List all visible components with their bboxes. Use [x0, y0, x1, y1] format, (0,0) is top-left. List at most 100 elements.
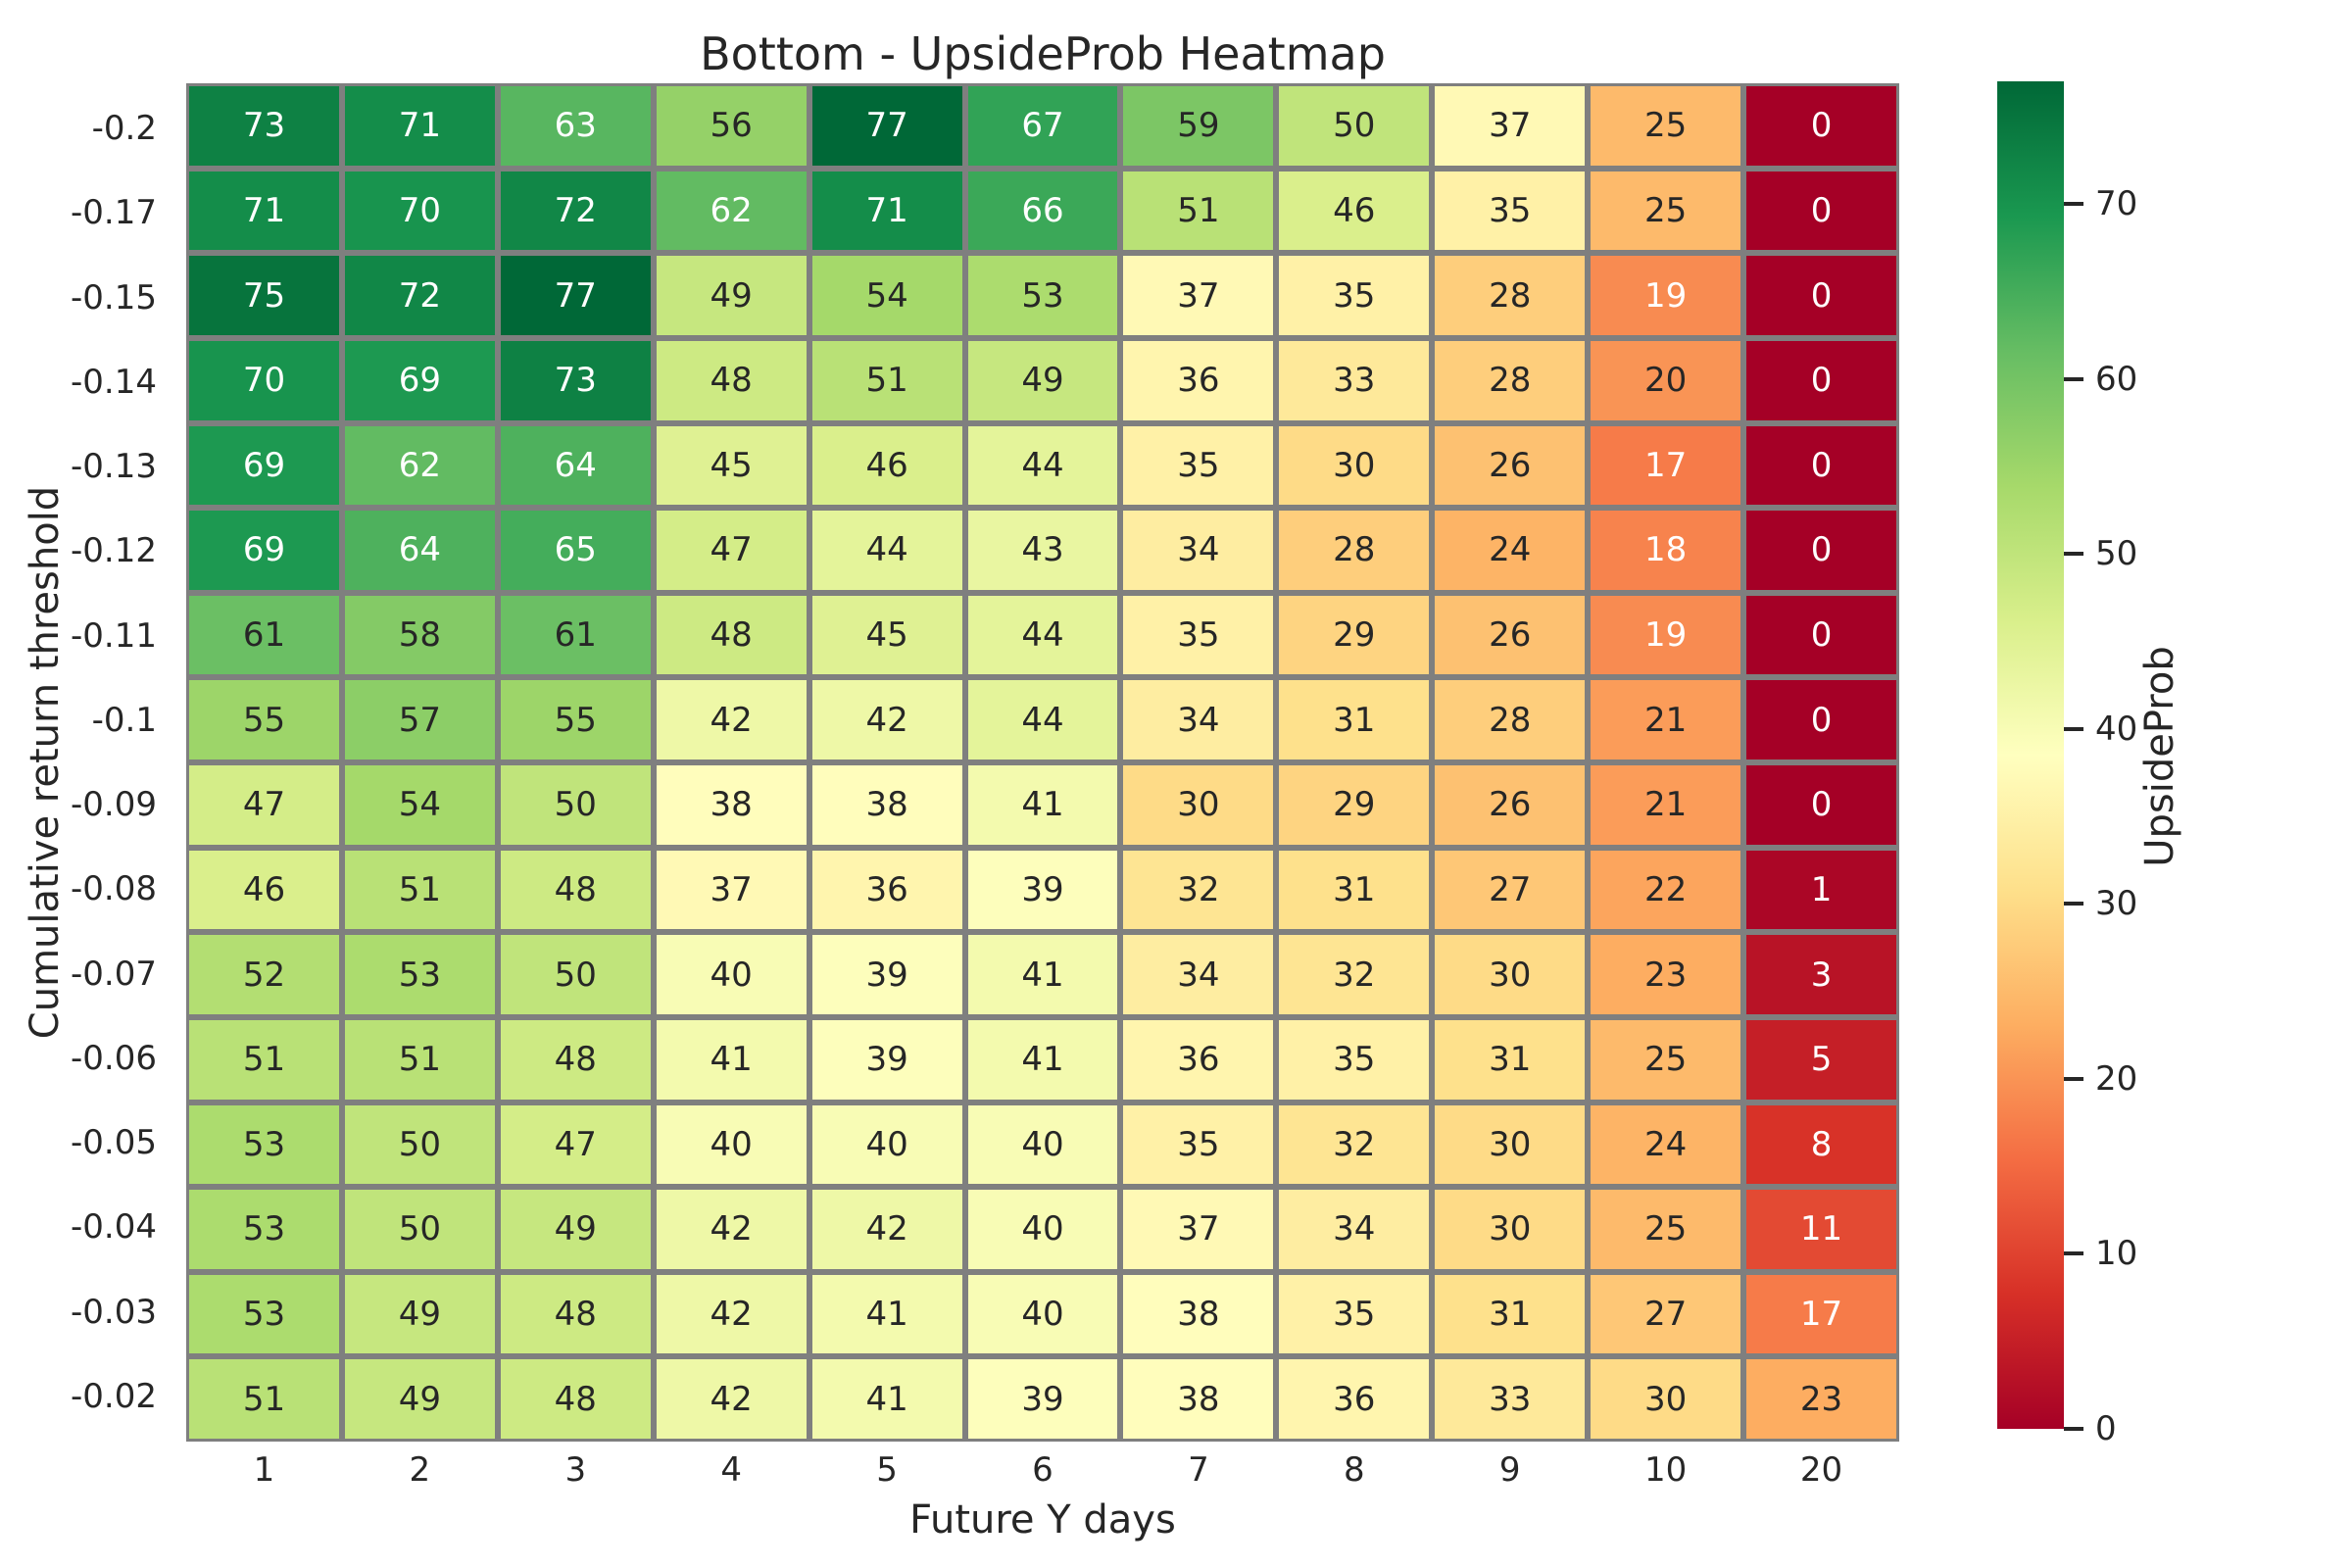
heatmap-cell: 31: [1435, 1274, 1586, 1354]
heatmap-cell: 40: [967, 1104, 1118, 1185]
y-tick-label: -0.09: [71, 785, 157, 825]
heatmap-cell: 37: [1123, 256, 1274, 335]
heatmap-cell: 11: [1746, 1190, 1896, 1269]
x-tick-label: 5: [876, 1450, 898, 1490]
x-tick-label: 6: [1032, 1450, 1054, 1490]
heatmap-cell: 39: [811, 935, 962, 1014]
heatmap-cell: 64: [500, 425, 651, 506]
heatmap-cell: 48: [500, 850, 651, 930]
heatmap-cell: 58: [344, 595, 495, 675]
heatmap-cell: 26: [1435, 765, 1586, 845]
heatmap-cell: 25: [1591, 1190, 1741, 1269]
heatmap-cell: 64: [344, 511, 495, 590]
colorbar-tick-mark: [2064, 902, 2083, 906]
heatmap-cell: 40: [967, 1190, 1118, 1269]
heatmap-cell: 36: [1123, 1019, 1274, 1100]
heatmap-cell: 38: [656, 765, 807, 845]
heatmap-cell: 40: [967, 1274, 1118, 1354]
heatmap-cell: 35: [1279, 1019, 1430, 1100]
heatmap-cell: 44: [967, 680, 1118, 760]
heatmap-cell: 71: [189, 171, 339, 251]
heatmap-cell: 69: [189, 511, 339, 590]
x-tick-labels: 1 2 3 4 5 6 7 8 9 10 20: [186, 1448, 1899, 1492]
heatmap-cell: 26: [1435, 425, 1586, 506]
heatmap-cell: 57: [344, 680, 495, 760]
heatmap-cell: 34: [1123, 680, 1274, 760]
heatmap-cell: 27: [1591, 1274, 1741, 1354]
heatmap-cell: 41: [811, 1274, 962, 1354]
heatmap-cell: 19: [1591, 595, 1741, 675]
heatmap-cell: 40: [656, 1104, 807, 1185]
heatmap-cell: 69: [344, 340, 495, 420]
heatmap-cell: 38: [811, 765, 962, 845]
heatmap-cell: 34: [1279, 1190, 1430, 1269]
heatmap-cell: 45: [656, 425, 807, 506]
heatmap-cell: 49: [656, 256, 807, 335]
heatmap-cell: 30: [1435, 935, 1586, 1014]
heatmap-cell: 35: [1123, 1104, 1274, 1185]
colorbar-label: UpsideProb: [2137, 646, 2182, 867]
heatmap-cell: 21: [1591, 765, 1741, 845]
heatmap-cell: 28: [1279, 511, 1430, 590]
heatmap-cell: 61: [189, 595, 339, 675]
heatmap-cell: 23: [1746, 1359, 1896, 1439]
heatmap-cell: 73: [500, 340, 651, 420]
heatmap-cell: 39: [967, 850, 1118, 930]
heatmap-cell: 38: [1123, 1359, 1274, 1439]
colorbar-gradient: [1997, 81, 2064, 1429]
heatmap-cell: 39: [967, 1359, 1118, 1439]
heatmap-cell: 53: [189, 1104, 339, 1185]
heatmap-cell: 62: [344, 425, 495, 506]
heatmap-cell: 18: [1591, 511, 1741, 590]
heatmap-cell: 41: [967, 935, 1118, 1014]
heatmap-cell: 35: [1123, 425, 1274, 506]
colorbar: 0 10 20 30 40 50 60 70: [1997, 81, 2137, 1448]
colorbar-tick-mark: [2064, 552, 2083, 557]
heatmap-cell: 27: [1435, 850, 1586, 930]
heatmap-cell: 35: [1279, 1274, 1430, 1354]
heatmap-cell: 28: [1435, 256, 1586, 335]
heatmap-cell: 42: [656, 680, 807, 760]
colorbar-tick-label: 40: [2095, 709, 2138, 749]
y-tick-labels: -0.2 -0.17 -0.15 -0.14 -0.13 -0.12 -0.11 -0.1 -0…: [0, 83, 157, 1442]
heatmap-cell: 33: [1279, 340, 1430, 420]
heatmap-cell: 66: [967, 171, 1118, 251]
heatmap-cell: 21: [1591, 680, 1741, 760]
heatmap-cell: 24: [1591, 1104, 1741, 1185]
x-tick-label: 20: [1799, 1450, 1843, 1490]
x-tick-label: 10: [1643, 1450, 1688, 1490]
heatmap-cell: 34: [1123, 511, 1274, 590]
heatmap-cell: 46: [1279, 171, 1430, 251]
heatmap-cell: 47: [656, 511, 807, 590]
colorbar-tick-mark: [2064, 376, 2083, 381]
heatmap-cell: 0: [1746, 86, 1896, 166]
heatmap-cell: 17: [1591, 425, 1741, 506]
y-tick-label: -0.15: [71, 277, 157, 318]
heatmap-cell: 40: [811, 1104, 962, 1185]
heatmap-cell: 0: [1746, 595, 1896, 675]
heatmap-cell: 53: [344, 935, 495, 1014]
heatmap-cell: 56: [656, 86, 807, 166]
y-tick-label: -0.08: [71, 869, 157, 909]
heatmap-cell: 30: [1123, 765, 1274, 845]
heatmap-cell: 46: [811, 425, 962, 506]
heatmap-cell: 53: [967, 256, 1118, 335]
heatmap-cell: 71: [344, 86, 495, 166]
heatmap-cell: 51: [344, 850, 495, 930]
colorbar-tick-label: 60: [2095, 359, 2138, 399]
heatmap-cell: 3: [1746, 935, 1896, 1014]
heatmap-cell: 41: [967, 1019, 1118, 1100]
heatmap-cell: 44: [967, 595, 1118, 675]
heatmap-cell: 31: [1435, 1019, 1586, 1100]
colorbar-tick-label: 0: [2095, 1409, 2117, 1448]
heatmap-cell: 0: [1746, 340, 1896, 420]
heatmap-cell: 42: [656, 1190, 807, 1269]
heatmap-cell: 22: [1591, 850, 1741, 930]
heatmap-cell: 0: [1746, 680, 1896, 760]
heatmap-grid: 73 71 63 56 77 67 59 50 37 25 0 71 70 72 62 71 66 51 46 35 2…: [186, 83, 1899, 1442]
heatmap-cell: 30: [1435, 1104, 1586, 1185]
heatmap-cell: 49: [500, 1190, 651, 1269]
heatmap-cell: 42: [811, 1190, 962, 1269]
heatmap-cell: 50: [1279, 86, 1430, 166]
heatmap-cell: 48: [656, 340, 807, 420]
